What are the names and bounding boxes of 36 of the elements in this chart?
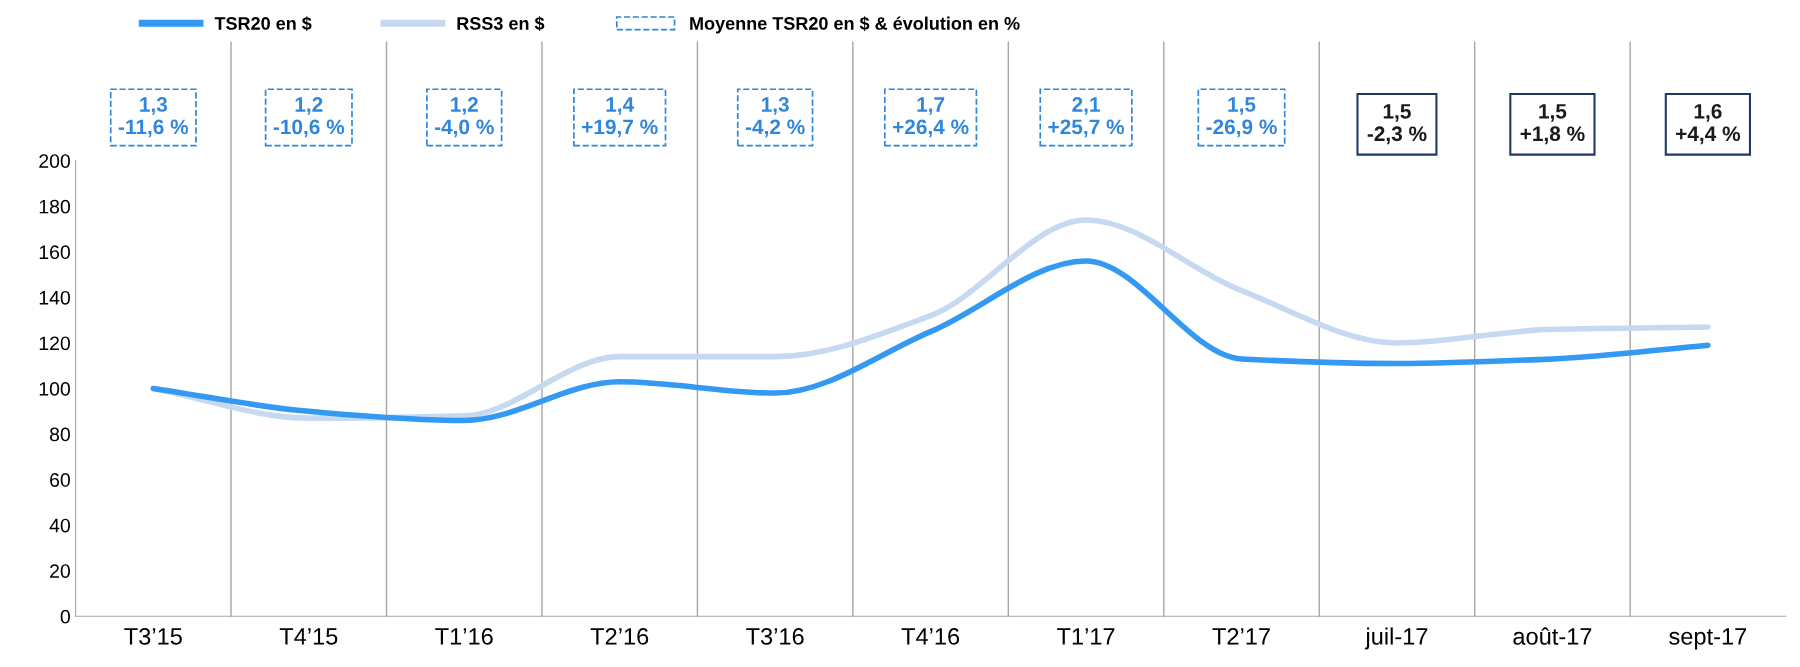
y-tick-label: 140 — [39, 290, 70, 305]
text: 1,2 -10,6 % — [273, 97, 345, 138]
y-tick-label: 120 — [39, 336, 70, 351]
y-tick-label: 60 — [50, 473, 70, 487]
x-tick-label: T2’16 — [590, 628, 649, 645]
text: 1,3 -4,2 % — [745, 97, 805, 138]
text: 1,5 -26,9 % — [1206, 97, 1277, 138]
legend-label: TSR20 en $ — [214, 16, 312, 31]
text: 1,5 +1,8 % — [1520, 104, 1585, 145]
text: 1,4 +19,7 % — [582, 97, 658, 138]
text: 1,7 +26,4 % — [892, 97, 969, 138]
text: 1,5 -2,3 % — [1367, 104, 1427, 145]
x-tick-label: T3’15 — [124, 628, 182, 645]
text: 2,1 +25,7 % — [1048, 97, 1125, 138]
y-tick-label: 100 — [39, 382, 70, 396]
x-tick-label: T4’15 — [279, 628, 338, 645]
x-tick-label: T2’17 — [1212, 628, 1270, 645]
x-tick-label: T1’17 — [1057, 628, 1115, 645]
legend-label: RSS3 en $ — [457, 16, 545, 31]
text: 1,2 -4,0 % — [434, 97, 494, 138]
text: 1,6 +4,4 % — [1676, 103, 1741, 145]
y-tick-label: 200 — [39, 154, 70, 168]
x-tick-label: août-17 — [1513, 627, 1592, 645]
x-tick-label: T3’16 — [746, 628, 804, 645]
x-tick-label: T1’16 — [435, 628, 493, 645]
legend-label: Moyenne TSR20 en $ & évolution en % — [690, 16, 1020, 34]
y-tick-label: 180 — [39, 199, 70, 214]
y-tick-label: 0 — [60, 609, 70, 624]
x-tick-label: T4’16 — [901, 628, 960, 645]
x-tick-label: sept-17 — [1669, 628, 1747, 650]
y-tick-label: 20 — [50, 564, 70, 578]
y-tick-label: 160 — [39, 245, 70, 260]
text: 1,3 -11,6 % — [118, 97, 189, 138]
x-tick-label: juil-17 — [1364, 627, 1428, 650]
y-tick-label: 80 — [49, 427, 70, 442]
y-tick-label: 40 — [49, 518, 70, 533]
